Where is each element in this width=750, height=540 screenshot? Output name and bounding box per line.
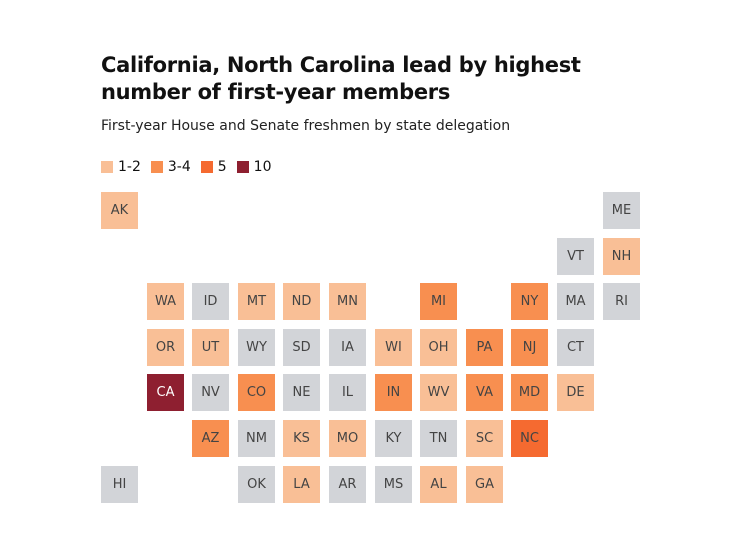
legend-swatch: [150, 161, 163, 173]
state-tile-ak: AK: [101, 192, 138, 229]
state-tile-mt: MT: [238, 283, 275, 320]
legend-label: 10: [253, 159, 272, 175]
state-tile-oh: OH: [420, 329, 457, 366]
legend-label: 1-2: [118, 159, 141, 175]
state-tile-ky: KY: [375, 420, 412, 457]
legend-label: 3-4: [167, 159, 191, 175]
state-tile-mo: MO: [329, 420, 366, 457]
state-tile-mi: MI: [420, 283, 457, 320]
state-tile-ma: MA: [557, 283, 594, 320]
state-tile-ct: CT: [557, 329, 594, 366]
state-tile-il: IL: [329, 374, 366, 411]
state-tile-vt: VT: [557, 238, 594, 275]
state-tile-id: ID: [192, 283, 229, 320]
state-tile-me: ME: [603, 192, 640, 229]
state-tile-wi: WI: [375, 329, 412, 366]
state-tile-nj: NJ: [511, 329, 548, 366]
legend-swatch: [101, 161, 113, 173]
state-tile-la: LA: [283, 466, 320, 503]
legend-item: 3-4: [150, 159, 191, 175]
state-tile-nm: NM: [238, 420, 275, 457]
state-tile-ok: OK: [238, 466, 275, 503]
state-tile-co: CO: [238, 374, 275, 411]
state-tile-wa: WA: [147, 283, 184, 320]
state-tile-ga: GA: [466, 466, 503, 503]
state-tile-az: AZ: [192, 420, 229, 457]
legend-label: 5: [217, 159, 227, 175]
state-tile-ca: CA: [147, 374, 184, 411]
state-tile-ny: NY: [511, 283, 548, 320]
state-tile-ri: RI: [603, 283, 640, 320]
state-tile-nd: ND: [283, 283, 320, 320]
state-tile-tn: TN: [420, 420, 457, 457]
state-tile-ks: KS: [283, 420, 320, 457]
legend-swatch: [200, 161, 213, 173]
state-tile-nv: NV: [192, 374, 229, 411]
state-tile-mn: MN: [329, 283, 366, 320]
state-tile-or: OR: [147, 329, 184, 366]
state-tile-ar: AR: [329, 466, 366, 503]
state-tile-ms: MS: [375, 466, 412, 503]
state-tile-ia: IA: [329, 329, 366, 366]
state-tile-pa: PA: [466, 329, 503, 366]
state-tile-wy: WY: [238, 329, 275, 366]
state-tile-in: IN: [375, 374, 412, 411]
legend-swatch: [236, 161, 249, 173]
legend: 1-2 3-4 5 10: [101, 159, 272, 175]
chart-subtitle: First-year House and Senate freshmen by …: [101, 118, 511, 134]
chart-title: California, North Carolina lead by highe…: [101, 53, 581, 104]
state-tile-md: MD: [511, 374, 548, 411]
legend-item: 5: [200, 159, 227, 175]
state-tile-ut: UT: [192, 329, 229, 366]
state-tile-de: DE: [557, 374, 594, 411]
state-tile-sd: SD: [283, 329, 320, 366]
state-tile-al: AL: [420, 466, 457, 503]
state-tile-nc: NC: [511, 420, 548, 457]
legend-item: 1-2: [101, 159, 141, 175]
legend-item: 10: [236, 159, 272, 175]
state-tile-sc: SC: [466, 420, 503, 457]
state-tile-nh: NH: [603, 238, 640, 275]
state-tile-hi: HI: [101, 466, 138, 503]
state-tile-wv: WV: [420, 374, 457, 411]
state-tile-ne: NE: [283, 374, 320, 411]
state-tile-va: VA: [466, 374, 503, 411]
